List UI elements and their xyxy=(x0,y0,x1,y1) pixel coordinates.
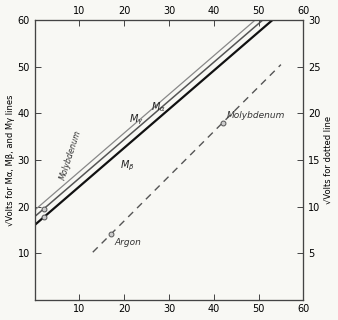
Y-axis label: √Volts for dotted line: √Volts for dotted line xyxy=(323,116,333,204)
Text: Argon: Argon xyxy=(114,238,141,247)
Text: $M_\gamma$: $M_\gamma$ xyxy=(129,112,143,127)
Y-axis label: √Volts for Mα, Mβ, and Mγ lines: √Volts for Mα, Mβ, and Mγ lines xyxy=(5,94,15,226)
Text: $M_\beta$: $M_\beta$ xyxy=(120,159,134,173)
Text: Molybdenum: Molybdenum xyxy=(58,129,82,181)
Text: Molybdenum: Molybdenum xyxy=(226,111,285,120)
Text: $M_\alpha$: $M_\alpha$ xyxy=(151,100,166,114)
